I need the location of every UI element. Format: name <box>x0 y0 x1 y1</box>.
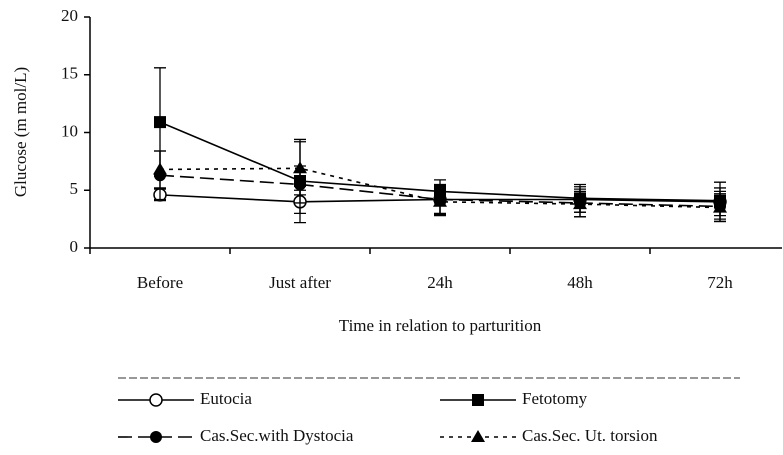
legend-marker <box>472 394 484 406</box>
marker <box>713 200 727 213</box>
legend-label: Cas.Sec. Ut. torsion <box>522 426 658 445</box>
marker <box>153 162 167 175</box>
y-tick-label: 15 <box>61 64 78 83</box>
marker <box>293 161 307 174</box>
legend-marker <box>150 431 162 443</box>
x-tick-label: 72h <box>707 273 733 292</box>
y-axis-label: Glucose (m mol/L) <box>11 67 30 197</box>
x-tick-label: Before <box>137 273 183 292</box>
y-tick-label: 10 <box>61 121 78 140</box>
series-line <box>159 167 721 209</box>
y-tick-label: 0 <box>70 237 79 256</box>
x-tick-label: 24h <box>427 273 453 292</box>
legend-label: Fetotomy <box>522 389 588 408</box>
legend-marker <box>471 430 485 442</box>
legend-marker <box>149 393 163 407</box>
x-axis-label: Time in relation to parturition <box>339 316 542 335</box>
marker <box>154 116 166 129</box>
marker <box>573 197 587 210</box>
marker <box>433 194 447 207</box>
x-tick-label: Just after <box>269 273 331 292</box>
x-tick-label: 48h <box>567 273 593 292</box>
legend-label: Eutocia <box>200 389 252 408</box>
y-tick-label: 20 <box>61 6 78 25</box>
legend-label: Cas.Sec.with Dystocia <box>200 426 354 445</box>
y-tick-label: 5 <box>70 179 79 198</box>
